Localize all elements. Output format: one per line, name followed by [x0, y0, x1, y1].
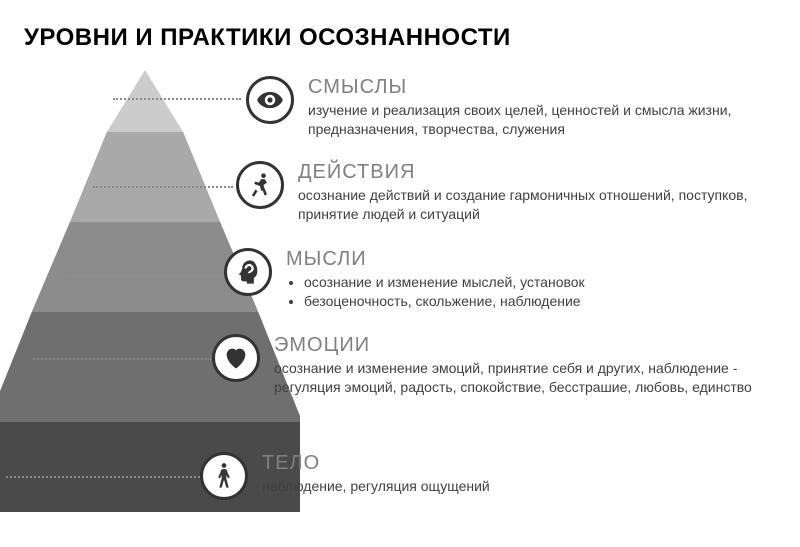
level-senses: СМЫСЛЫ изучение и реализация своих целей…: [246, 76, 788, 139]
level-actions: ДЕЙСТВИЯ осознание действий и создание г…: [236, 161, 778, 224]
connector-actions: [93, 186, 233, 188]
level-title: СМЫСЛЫ: [308, 76, 788, 99]
bullet-item: осознание и изменение мыслей, установок: [304, 273, 585, 292]
level-title: МЫСЛИ: [286, 248, 585, 271]
level-thoughts: МЫСЛИ осознание и изменение мыслей, уста…: [224, 248, 585, 311]
pyramid-layer-2: [70, 132, 220, 222]
heart-icon: [212, 334, 260, 382]
level-desc: изучение и реализация своих целей, ценно…: [308, 101, 788, 139]
body-icon: [200, 452, 248, 500]
page-title: УРОВНИ И ПРАКТИКИ ОСОЗНАННОСТИ: [24, 24, 511, 52]
level-desc: наблюдение, регуляция ощущений: [262, 477, 490, 496]
pyramid-layer-1: [107, 70, 183, 132]
runner-icon: [236, 161, 284, 209]
level-emotions: ЭМОЦИИ осознание и изменение эмоций, при…: [212, 334, 754, 397]
level-desc: осознание и изменение эмоций, принятие с…: [274, 359, 754, 397]
connector-thoughts: [63, 272, 223, 274]
bullet-item: безоценочность, скольжение, наблюдение: [304, 292, 585, 311]
level-title: ЭМОЦИИ: [274, 334, 754, 357]
level-title: ТЕЛО: [262, 452, 490, 475]
eye-icon: [246, 76, 294, 124]
connector-emotions: [33, 358, 211, 360]
connector-senses: [113, 98, 241, 100]
level-desc: осознание и изменение мыслей, установок …: [286, 273, 585, 311]
level-title: ДЕЙСТВИЯ: [298, 161, 778, 184]
brain-head-icon: [224, 248, 272, 296]
connector-body: [6, 476, 200, 478]
level-body: ТЕЛО наблюдение, регуляция ощущений: [200, 452, 490, 500]
level-desc: осознание действий и создание гармоничны…: [298, 186, 778, 224]
